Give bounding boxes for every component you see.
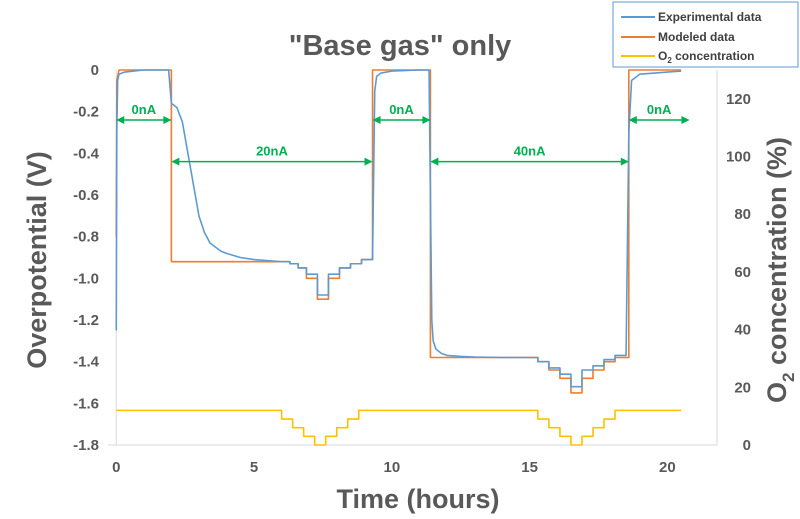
legend-label-o2: O2 concentration: [658, 49, 754, 65]
series-experimental-line: [115, 69, 682, 388]
y-right-axis-title: O2 concentration (%): [762, 137, 798, 403]
series-o2-concentration-line: [116, 409, 682, 446]
y-left-tick-label: -0.2: [73, 104, 99, 121]
annotation-arrowhead-left: [430, 157, 439, 166]
annotation-arrowhead-right: [681, 116, 690, 124]
annotation-label: 0nA: [132, 102, 157, 117]
current-annotation: 0nA: [628, 102, 690, 124]
annotation-arrowhead-right: [620, 157, 629, 166]
x-tick-label: 0: [112, 459, 120, 476]
y-right-tick-label: 40: [734, 322, 751, 339]
current-annotation: 0nA: [116, 102, 172, 124]
legend-label-o2-prefix: O: [658, 49, 667, 63]
current-annotation: 20nA: [171, 144, 373, 166]
legend: Experimental data Modeled data O2 concen…: [612, 1, 799, 68]
y-right-tick-label: 80: [734, 206, 751, 223]
y-left-tick-label: -1.8: [73, 437, 99, 454]
legend-label-o2-suffix: concentration: [672, 49, 755, 63]
y-right-axis-title-prefix: O: [762, 382, 792, 403]
y-right-axis-title-subscript: 2: [779, 373, 798, 382]
annotation-label: 40nA: [514, 144, 546, 159]
annotation-arrowhead-right: [163, 116, 172, 124]
y-right-axis-title-suffix: concentration (%): [762, 137, 792, 373]
y-left-tick-label: -1.6: [73, 395, 99, 412]
legend-label-o2-subscript: 2: [667, 56, 672, 65]
y-left-tick-label: -0.4: [73, 145, 100, 162]
annotation-arrowhead-right: [422, 116, 431, 124]
legend-label-modeled: Modeled data: [658, 30, 735, 44]
y-left-tick-label: 0: [91, 62, 99, 79]
x-tick-label: 15: [521, 459, 538, 476]
annotation-arrowhead-left: [116, 116, 125, 124]
chart-title: "Base gas" only: [289, 30, 512, 62]
y-left-tick-label: -1.0: [73, 270, 99, 287]
y-left-tick-label: -1.4: [73, 354, 100, 371]
y-right-tick-label: 20: [734, 379, 751, 396]
annotation-arrowhead-right: [364, 157, 373, 166]
annotation-label: 0nA: [647, 102, 672, 117]
x-axis-title: Time (hours): [336, 484, 499, 514]
y-right-tick-label: 100: [726, 149, 751, 166]
legend-label-experimental: Experimental data: [658, 10, 762, 24]
y-right-tick-label: 60: [734, 264, 751, 281]
x-tick-label: 5: [250, 459, 258, 476]
annotation-label: 0nA: [389, 102, 414, 117]
x-tick-label: 10: [383, 459, 400, 476]
y-left-axis-title: Overpotential (V): [22, 151, 52, 369]
y-left-tick-label: -1.2: [73, 312, 99, 329]
y-right-tick-label: 0: [743, 437, 751, 454]
annotation-label: 20nA: [256, 144, 288, 159]
annotation-arrowhead-left: [171, 157, 180, 166]
annotation-arrowhead-left: [372, 116, 381, 124]
y-left-tick-label: -0.8: [73, 229, 99, 246]
y-left-tick-label: -0.6: [73, 187, 99, 204]
current-annotation: 0nA: [372, 102, 431, 124]
series-modeled-line: [115, 69, 682, 394]
y-right-tick-label: 120: [726, 91, 751, 108]
x-tick-label: 20: [659, 459, 676, 476]
annotation-arrowhead-left: [628, 116, 637, 124]
current-annotation: 40nA: [430, 144, 629, 166]
